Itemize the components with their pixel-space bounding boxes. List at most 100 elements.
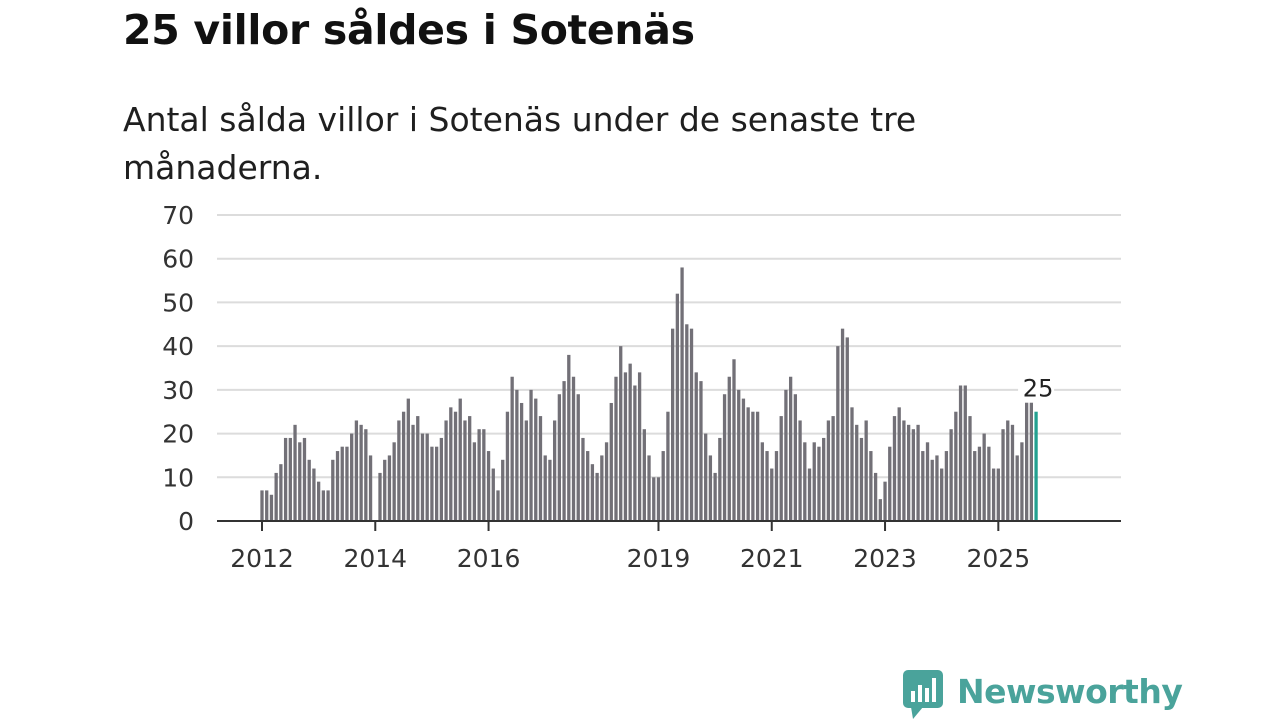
bar	[515, 389, 519, 521]
bar	[807, 468, 812, 521]
bar	[765, 451, 769, 521]
newsworthy-logo: Newsworthy	[903, 670, 1183, 720]
bar	[991, 468, 996, 521]
bar	[340, 446, 344, 521]
bar	[902, 420, 906, 521]
bar	[637, 372, 642, 521]
bar	[468, 416, 472, 521]
bar	[1020, 442, 1024, 521]
y-tick-label: 60	[162, 245, 194, 274]
bar	[826, 420, 831, 521]
bar	[505, 411, 510, 521]
bar	[788, 376, 793, 521]
bar	[538, 416, 543, 521]
bar	[293, 424, 297, 521]
bar	[996, 468, 1000, 521]
bar	[359, 424, 363, 521]
bar	[543, 455, 547, 521]
x-tick-label: 2021	[740, 544, 804, 573]
bar	[732, 359, 736, 521]
bar	[722, 394, 727, 521]
bar	[307, 459, 311, 521]
bar	[840, 328, 845, 521]
bar	[675, 293, 680, 521]
bar	[458, 398, 462, 521]
x-tick-label: 2014	[343, 544, 407, 573]
bar	[940, 468, 944, 521]
bar	[642, 429, 646, 521]
bar	[486, 451, 491, 521]
bar	[699, 381, 703, 521]
bar	[704, 433, 708, 521]
bar	[770, 468, 774, 521]
chart-title: 25 villor såldes i Sotenäs	[123, 6, 695, 54]
y-axis-ticks: 0 10 20 30 40 50 60 70	[162, 201, 194, 536]
bar	[265, 490, 269, 521]
bar	[619, 346, 623, 521]
bar	[571, 376, 576, 521]
bar	[628, 363, 632, 521]
bar	[930, 459, 934, 521]
bar	[755, 411, 760, 521]
data-labels: 25	[1018, 372, 1055, 403]
bar	[312, 468, 316, 521]
x-tick-label: 2016	[457, 544, 521, 573]
bars	[260, 267, 1038, 521]
bar	[1006, 420, 1010, 521]
bar	[524, 420, 528, 521]
bar	[345, 446, 349, 521]
bar	[335, 451, 340, 521]
bar	[321, 490, 326, 521]
bar	[586, 451, 590, 521]
bar	[817, 446, 821, 521]
x-tick-label: 2019	[627, 544, 691, 573]
bar	[685, 324, 689, 521]
bar	[449, 407, 453, 521]
bar	[873, 472, 878, 521]
bar	[779, 416, 783, 521]
bar	[812, 442, 816, 521]
bar-chart: 0 10 20 30 40 50 60 70 2012 2014 2016 2019 2021 2023…	[162, 201, 1121, 573]
bar	[935, 455, 939, 521]
bar	[453, 411, 458, 521]
bar	[529, 389, 533, 521]
bar	[491, 468, 495, 521]
bar	[822, 437, 826, 521]
bar	[911, 429, 916, 521]
bar	[963, 385, 967, 521]
bar	[694, 372, 698, 521]
bar	[855, 424, 859, 521]
bar	[411, 424, 415, 521]
bar	[921, 451, 925, 521]
bar	[831, 416, 835, 521]
bar	[633, 385, 637, 521]
bar	[916, 424, 920, 521]
chart-subtitle: Antal sålda villor i Sotenäs under de se…	[123, 100, 917, 187]
bar	[548, 459, 552, 521]
bar	[562, 381, 566, 521]
bar	[519, 402, 524, 521]
bar	[864, 420, 868, 521]
bar	[1001, 429, 1005, 521]
bar	[718, 437, 722, 521]
bar	[746, 407, 750, 521]
bar	[987, 446, 991, 521]
bar	[401, 411, 406, 521]
bar	[1010, 424, 1015, 521]
bar	[982, 433, 986, 521]
bar	[510, 376, 514, 521]
bar	[670, 328, 675, 521]
bar	[302, 437, 307, 521]
bar	[274, 472, 278, 521]
bar	[397, 420, 401, 521]
bar	[973, 451, 977, 521]
bar	[581, 437, 585, 521]
bar	[774, 451, 779, 521]
bar	[496, 490, 500, 521]
bar	[925, 442, 930, 521]
bar	[482, 429, 486, 521]
bar	[364, 429, 368, 521]
bar	[260, 490, 264, 521]
bar	[501, 459, 505, 521]
bar	[760, 442, 764, 521]
